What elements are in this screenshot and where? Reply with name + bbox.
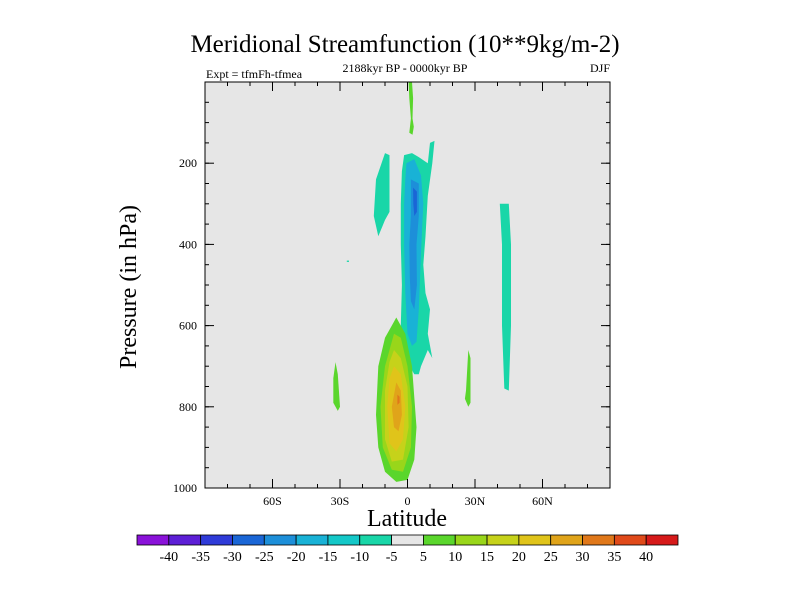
y-tick-label: 1000 xyxy=(173,481,197,495)
colorbar-swatch xyxy=(263,534,297,546)
season-label: DJF xyxy=(590,61,610,75)
contour-sh-tropical-band xyxy=(373,153,390,237)
y-tick-label: 800 xyxy=(179,400,197,414)
colorbar-label: -40 xyxy=(159,550,178,565)
colorbar-label: -30 xyxy=(223,550,242,565)
x-axis-label: Latitude xyxy=(367,506,447,532)
colorbar-label: 20 xyxy=(512,550,526,565)
colorbar-label: -10 xyxy=(350,550,369,565)
colorbar-swatch xyxy=(486,534,520,546)
colorbar-label: 5 xyxy=(420,550,427,565)
chart-title: Meridional Streamfunction (10**9kg/m-2) xyxy=(190,31,619,58)
colorbar-swatch xyxy=(582,534,615,546)
colorbar-label: 35 xyxy=(607,550,621,565)
experiment-label: Expt = tfmFh-tfmea xyxy=(206,67,303,81)
contour-regions xyxy=(333,82,511,482)
colorbar-swatch xyxy=(518,534,552,546)
colorbar-label: 10 xyxy=(448,550,462,565)
colorbar-label: 25 xyxy=(544,550,558,565)
contour-sh-subtropical-blob xyxy=(333,362,340,411)
axis-ticks: 60S 30S 0 30N 60N 200 400 600 800 1000 xyxy=(173,81,611,508)
colorbar-swatch xyxy=(200,534,233,546)
colorbar-label: -5 xyxy=(386,550,398,565)
colorbar-label: -35 xyxy=(191,550,210,565)
colorbar-swatch xyxy=(454,534,488,546)
colorbar-swatch xyxy=(232,534,265,546)
contour-equatorial-upper-cell-peak xyxy=(413,187,417,216)
colorbar-swatch xyxy=(613,534,647,546)
colorbar-swatch xyxy=(423,534,456,546)
colorbar-label: -15 xyxy=(319,550,338,565)
colorbar: -40 -35 -30 -25 -20 -15 -10 -5 5 10 15 20 25 30 35 40 xyxy=(136,534,679,565)
x-tick-label: 0 xyxy=(405,494,411,508)
colorbar-swatch xyxy=(391,534,424,546)
contour-nh-small-column xyxy=(464,350,471,407)
colorbar-label: 15 xyxy=(480,550,494,565)
colorbar-swatch xyxy=(295,534,329,546)
colorbar-swatch xyxy=(136,534,170,546)
colorbar-swatch xyxy=(168,534,202,546)
contour-nh-upper-thin-column xyxy=(408,82,414,135)
colorbar-swatch xyxy=(359,534,392,546)
chart-subtitle: 2188kyr BP - 0000kyr BP xyxy=(343,61,468,75)
contour-sh-tiny-dot xyxy=(346,260,349,262)
contour-nh-midlat-thin-band xyxy=(499,203,511,391)
y-tick-label: 400 xyxy=(179,237,197,251)
y-tick-label: 200 xyxy=(179,156,197,170)
y-axis-label: Pressure (in hPa) xyxy=(116,205,142,369)
colorbar-swatch xyxy=(645,534,679,546)
colorbar-label: -25 xyxy=(255,550,274,565)
colorbar-swatch xyxy=(327,534,361,546)
x-tick-label: 60N xyxy=(532,494,553,508)
colorbar-swatch xyxy=(550,534,583,546)
contour-lower-positive-cell-25 xyxy=(391,382,402,432)
x-tick-label: 30N xyxy=(465,494,486,508)
colorbar-label: 40 xyxy=(639,550,653,565)
colorbar-label: 30 xyxy=(576,550,590,565)
x-tick-label: 60S xyxy=(263,494,282,508)
colorbar-label: -20 xyxy=(287,550,306,565)
y-tick-label: 600 xyxy=(179,319,197,333)
x-tick-label: 30S xyxy=(331,494,350,508)
contour-lower-positive-cell-30 xyxy=(397,394,400,405)
plot-area: 60S 30S 0 30N 60N 200 400 600 800 1000 xyxy=(173,81,611,508)
